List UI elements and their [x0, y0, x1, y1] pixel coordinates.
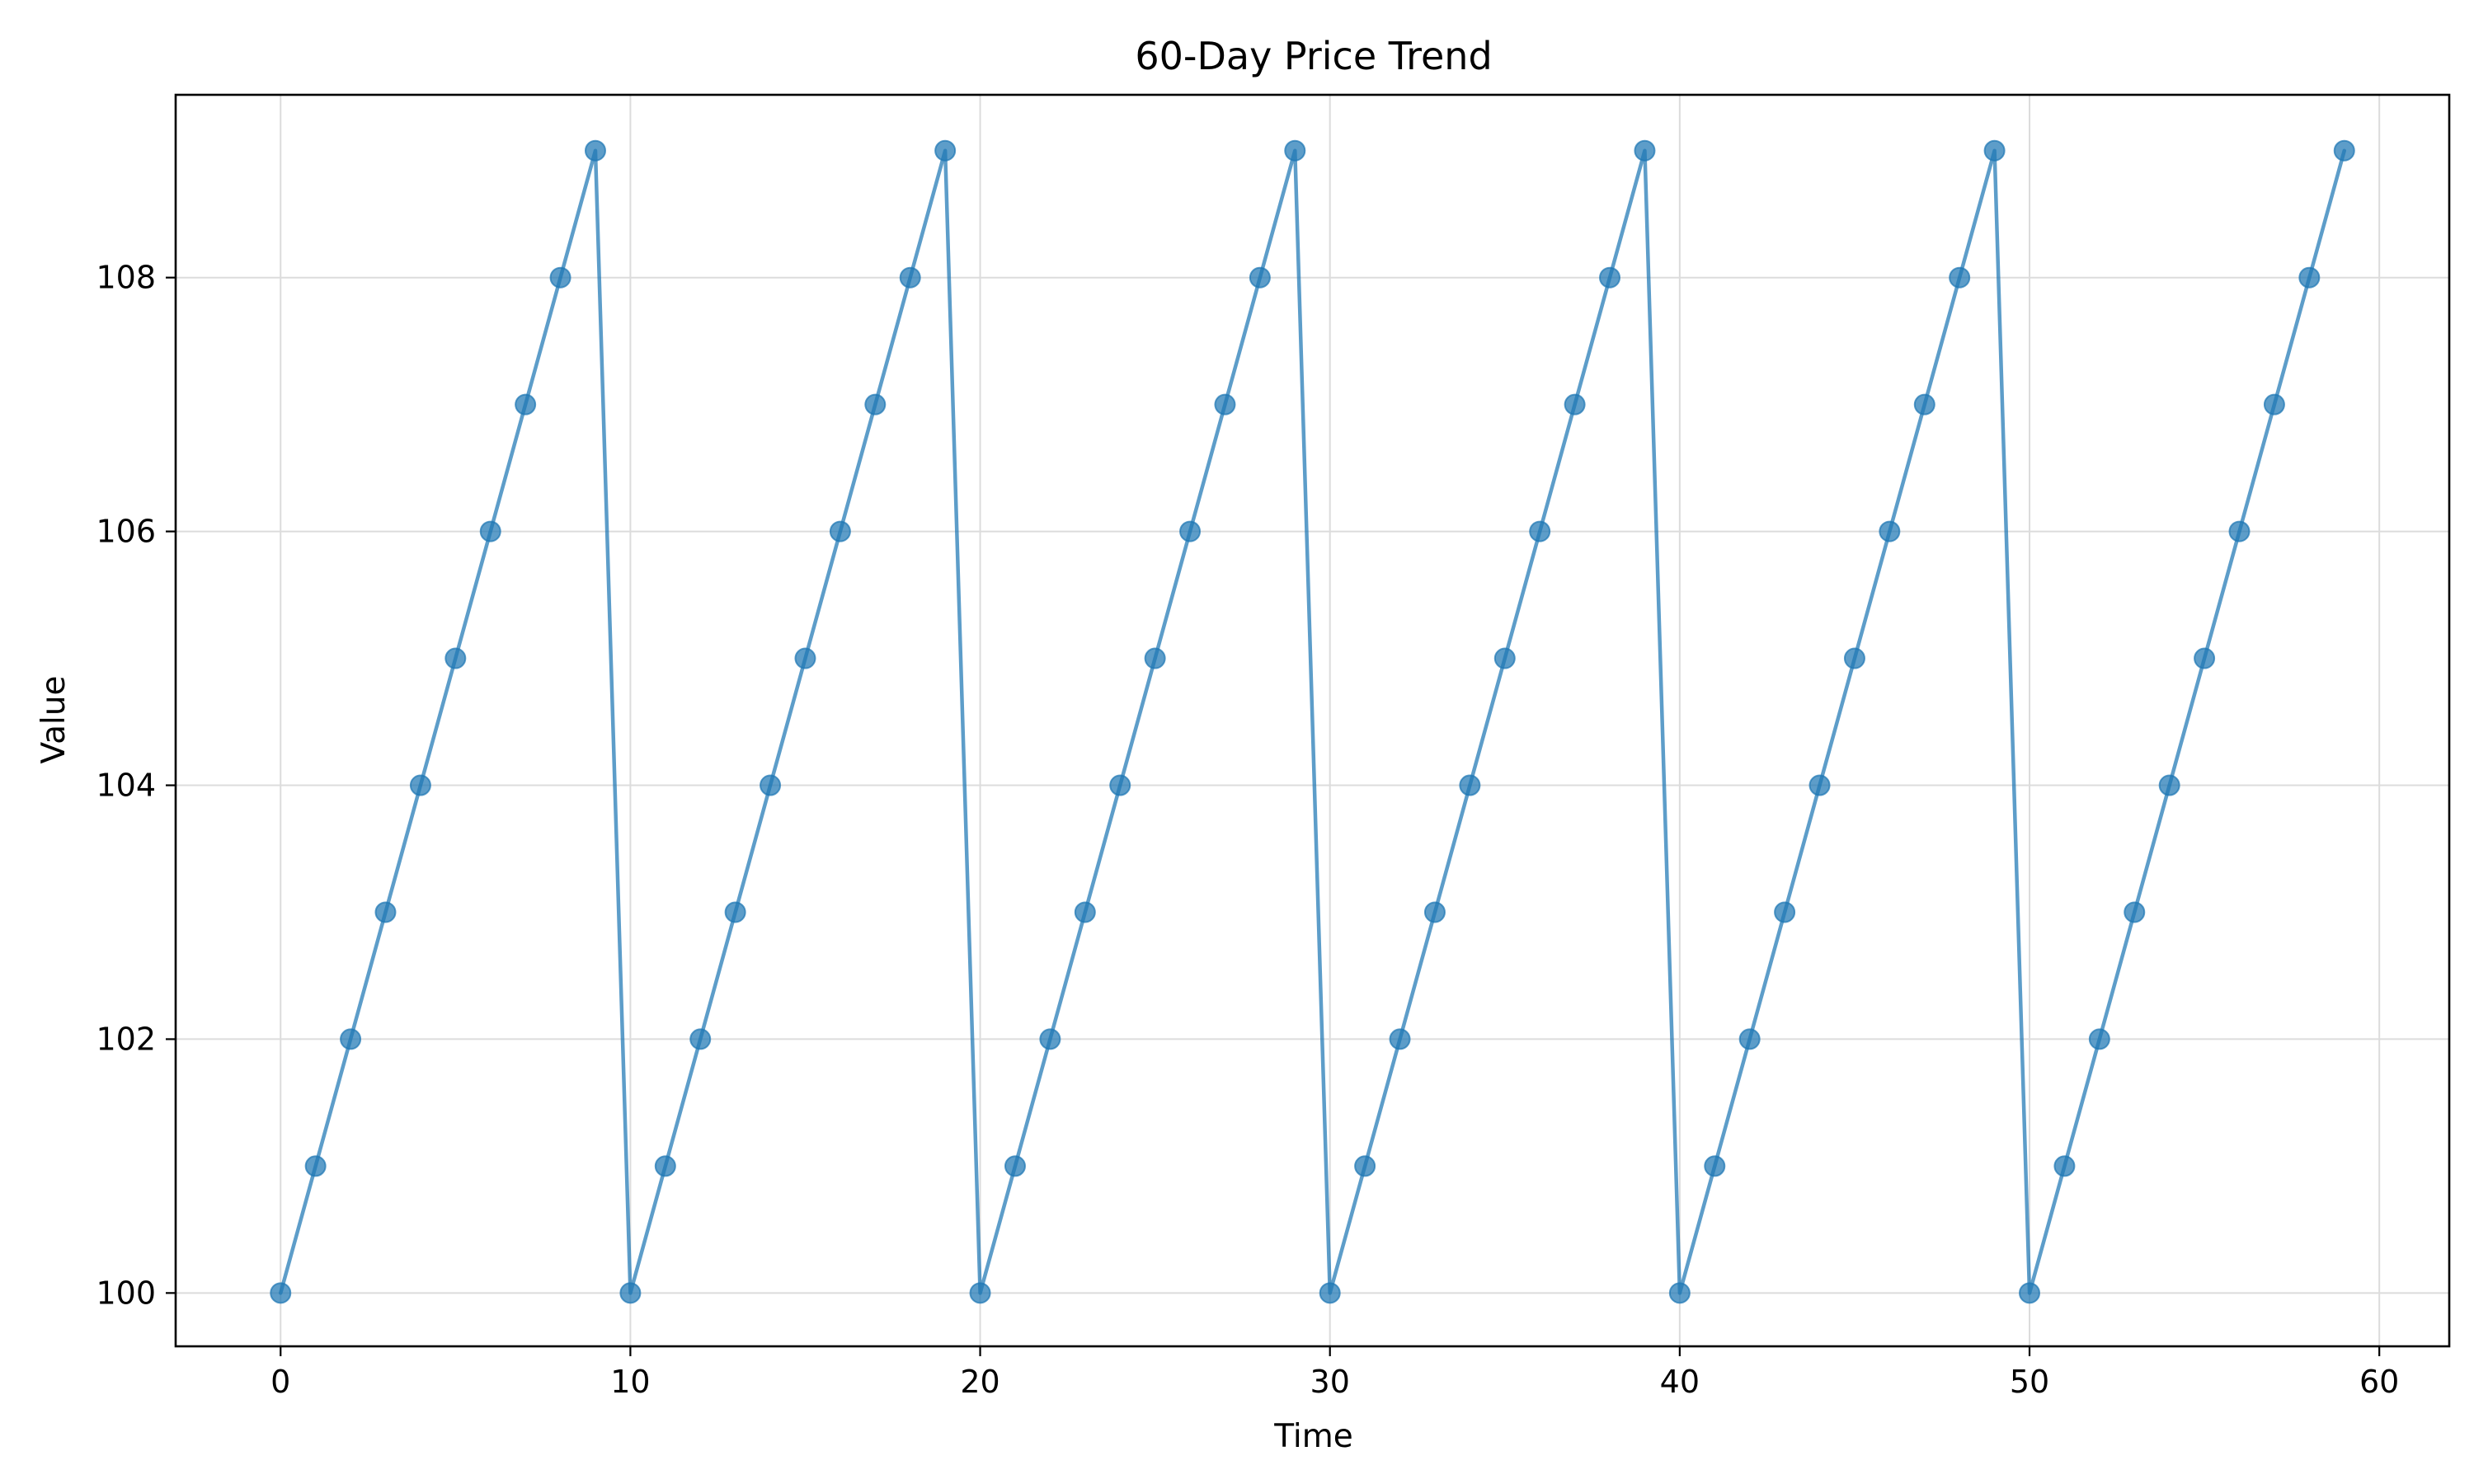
data-point — [1634, 139, 1656, 162]
series-line — [279, 148, 2346, 1295]
data-point — [1493, 647, 1516, 669]
x-tick-label: 60 — [2359, 1364, 2399, 1400]
data-point — [2158, 774, 2180, 796]
series-layer — [270, 139, 2355, 1304]
data-point — [1949, 266, 1971, 289]
data-point — [1249, 266, 1271, 289]
data-point — [1529, 520, 1551, 542]
data-point — [1074, 901, 1096, 923]
data-point — [1704, 1155, 1726, 1177]
data-point — [934, 139, 957, 162]
data-point — [1109, 774, 1131, 796]
data-point — [1179, 520, 1202, 542]
data-point — [2124, 901, 2146, 923]
data-point — [1738, 1028, 1761, 1050]
data-point — [1913, 393, 1935, 416]
data-point — [340, 1028, 362, 1050]
data-point — [724, 901, 746, 923]
y-tick-label: 106 — [96, 514, 156, 550]
data-point — [1039, 1028, 1061, 1050]
data-point — [584, 139, 606, 162]
data-point — [444, 647, 467, 669]
tick-layer: 0 10 20 30 40 50 60 100 102 104 106 108 — [96, 260, 2399, 1400]
data-point — [1354, 1155, 1376, 1177]
data-point — [1879, 520, 1901, 542]
data-point — [619, 1282, 642, 1304]
data-point — [1599, 266, 1621, 289]
x-tick-label: 0 — [270, 1364, 290, 1400]
y-tick-label: 108 — [96, 260, 156, 296]
x-axis-label: Time — [1273, 1418, 1352, 1455]
x-tick-label: 40 — [1660, 1364, 1700, 1400]
y-tick-label: 102 — [96, 1021, 156, 1057]
y-tick-label: 104 — [96, 768, 156, 804]
data-point — [2019, 1282, 2041, 1304]
data-point — [1144, 647, 1166, 669]
data-point — [899, 266, 921, 289]
data-point — [1214, 393, 1236, 416]
chart-title: 60-Day Price Trend — [1135, 34, 1492, 78]
data-point — [270, 1282, 292, 1304]
data-point — [2088, 1028, 2110, 1050]
data-point — [1564, 393, 1586, 416]
data-point — [829, 520, 851, 542]
x-tick-label: 10 — [610, 1364, 650, 1400]
data-point — [760, 774, 782, 796]
x-tick-label: 30 — [1310, 1364, 1350, 1400]
data-point — [1808, 774, 1831, 796]
y-axis-label: Value — [35, 675, 73, 763]
y-tick-label: 100 — [96, 1275, 156, 1311]
data-point — [2053, 1155, 2076, 1177]
data-point — [1843, 647, 1865, 669]
plot-frame — [174, 93, 2451, 1348]
data-point — [1459, 774, 1481, 796]
data-point — [409, 774, 431, 796]
data-point — [2298, 266, 2321, 289]
data-point — [864, 393, 887, 416]
x-tick-label: 50 — [2010, 1364, 2049, 1400]
data-point — [374, 901, 397, 923]
x-tick-label: 20 — [960, 1364, 999, 1400]
data-point — [2194, 647, 2216, 669]
data-point — [1774, 901, 1796, 923]
data-point — [549, 266, 571, 289]
data-point — [1668, 1282, 1691, 1304]
data-point — [1389, 1028, 1411, 1050]
data-point — [969, 1282, 991, 1304]
data-point — [304, 1155, 327, 1177]
data-point — [2263, 393, 2285, 416]
data-point — [1423, 901, 1446, 923]
data-point — [2228, 520, 2251, 542]
data-point — [1284, 139, 1306, 162]
data-point — [1319, 1282, 1341, 1304]
data-point — [515, 393, 537, 416]
data-point — [479, 520, 501, 542]
data-point — [1004, 1155, 1026, 1177]
data-point — [794, 647, 816, 669]
data-point — [2333, 139, 2355, 162]
data-point — [1983, 139, 2006, 162]
data-point — [689, 1028, 712, 1050]
data-point — [654, 1155, 676, 1177]
